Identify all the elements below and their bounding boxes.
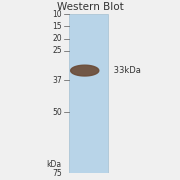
Text: 75: 75: [52, 169, 62, 178]
Text: 50: 50: [52, 108, 62, 117]
Text: 33kDa: 33kDa: [111, 66, 141, 75]
Text: 10: 10: [52, 10, 62, 19]
Text: 25: 25: [52, 46, 62, 55]
Bar: [69, 14, 108, 173]
Text: kDa: kDa: [47, 160, 62, 169]
Title: Western Blot: Western Blot: [57, 2, 123, 12]
Text: 15: 15: [52, 22, 62, 31]
Text: 20: 20: [52, 34, 62, 43]
Polygon shape: [71, 65, 99, 76]
Text: 37: 37: [52, 76, 62, 85]
